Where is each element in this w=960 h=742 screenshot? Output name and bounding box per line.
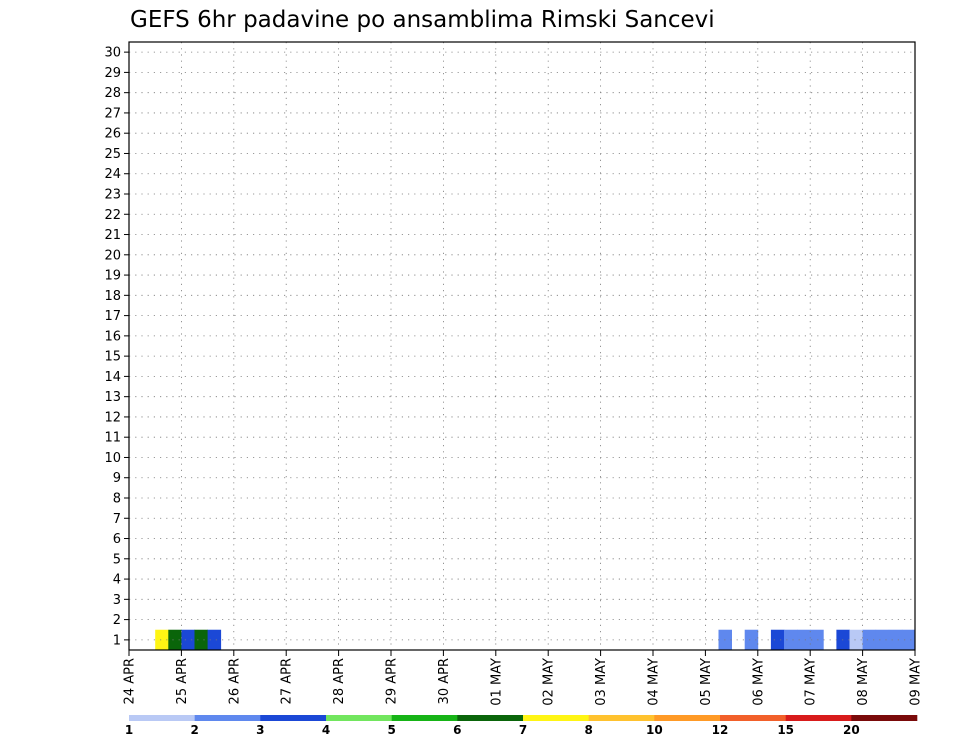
grid-lines	[129, 42, 915, 650]
y-tick-label: 16	[104, 329, 121, 344]
colorbar-label: 20	[843, 723, 860, 737]
colorbar-swatch	[194, 715, 261, 721]
y-tick-label: 11	[104, 431, 121, 446]
colorbar-swatch	[326, 715, 392, 721]
y-tick-label: 20	[104, 248, 121, 263]
y-tick-label: 4	[113, 573, 121, 588]
colorbar: 1 2 3 4 5 6 7 8 10 12 15 20	[125, 715, 918, 737]
colorbar-label: 15	[777, 723, 794, 737]
x-tick-label: 25 APR	[175, 658, 190, 704]
colorbar-label: 10	[646, 723, 663, 737]
y-tick-label: 15	[104, 350, 121, 365]
y-tick-label: 21	[104, 228, 121, 243]
colorbar-label: 4	[322, 723, 330, 737]
y-tick-label: 28	[104, 86, 121, 101]
data-cell	[194, 629, 208, 651]
y-tick-label: 22	[104, 208, 121, 223]
data-cell	[155, 629, 169, 651]
y-tick-label: 13	[104, 390, 121, 405]
y-tick-label: 2	[113, 613, 121, 628]
colorbar-label: 7	[519, 723, 527, 737]
colorbar-swatch	[588, 715, 655, 721]
colorbar-label: 6	[453, 723, 461, 737]
x-tick-label: 28 APR	[332, 658, 347, 704]
y-tick-label: 25	[104, 147, 121, 162]
plot-frame	[128, 41, 916, 651]
colorbar-swatch	[851, 715, 918, 721]
y-tick-label: 7	[113, 512, 121, 527]
data-cell	[770, 629, 785, 651]
colorbar-label: 5	[387, 723, 395, 737]
x-tick-label: 26 APR	[227, 658, 242, 704]
x-tick-label: 08 MAY	[856, 658, 871, 706]
y-tick-label: 8	[113, 492, 121, 507]
colorbar-label: 2	[190, 723, 198, 737]
y-tick-label: 5	[113, 552, 121, 567]
data-cell	[168, 629, 182, 651]
y-tick-label: 18	[104, 289, 121, 304]
y-tick-label: 23	[104, 188, 121, 203]
data-cell	[875, 629, 890, 651]
x-tick-label: 04 MAY	[647, 658, 662, 706]
x-tick-label: 02 MAY	[542, 658, 557, 706]
y-tick-label: 1	[113, 633, 121, 648]
x-axis: 24 APR 25 APR 26 APR 27 APR 28 APR 29 APR 30 A…	[123, 650, 924, 706]
colorbar-swatch	[129, 715, 195, 721]
y-tick-label: 17	[104, 309, 121, 324]
x-tick-label: 09 MAY	[909, 658, 924, 706]
data-cell	[784, 629, 798, 651]
y-tick-label: 9	[113, 471, 121, 486]
colorbar-label: 3	[256, 723, 264, 737]
y-tick-label: 24	[104, 167, 121, 182]
x-tick-label: 07 MAY	[804, 658, 819, 706]
y-tick-label: 10	[104, 451, 121, 466]
colorbar-label: 8	[584, 723, 592, 737]
y-tick-label: 14	[104, 370, 121, 385]
x-tick-label: 30 APR	[437, 658, 452, 704]
data-cell	[207, 629, 222, 651]
data-cell	[901, 629, 916, 651]
x-tick-label: 06 MAY	[751, 658, 766, 706]
y-tick-label: 19	[104, 269, 121, 284]
x-tick-label: 05 MAY	[699, 658, 714, 706]
y-tick-label: 12	[104, 410, 121, 425]
colorbar-swatch	[260, 715, 327, 721]
x-tick-label: 03 MAY	[594, 658, 609, 706]
x-tick-label: 29 APR	[385, 658, 400, 704]
y-tick-label: 6	[113, 532, 121, 547]
x-tick-label: 24 APR	[123, 658, 138, 704]
colorbar-swatch	[785, 715, 852, 721]
data-cell	[810, 629, 824, 651]
data-cell	[181, 629, 195, 651]
y-tick-label: 30	[104, 46, 121, 61]
data-cell	[862, 629, 877, 651]
y-tick-label: 27	[104, 106, 121, 121]
colorbar-swatch	[720, 715, 786, 721]
data-cell	[797, 629, 811, 651]
chart-title: GEFS 6hr padavine po ansamblima Rimski S…	[130, 7, 715, 33]
y-tick-label: 26	[104, 127, 121, 142]
data-cell	[888, 629, 903, 651]
data-cell	[744, 629, 759, 651]
x-tick-label: 27 APR	[280, 658, 295, 704]
colorbar-swatch	[457, 715, 524, 721]
y-axis: 1234567891011121314151617181920212223242…	[104, 46, 129, 648]
colorbar-swatch	[391, 715, 458, 721]
colorbar-swatch	[523, 715, 589, 721]
data-cell	[849, 629, 863, 651]
colorbar-label: 1	[125, 723, 133, 737]
colorbar-label: 12	[712, 723, 729, 737]
data-cells	[155, 629, 916, 651]
colorbar-swatch	[654, 715, 721, 721]
y-tick-label: 29	[104, 66, 121, 81]
y-tick-label: 3	[113, 593, 121, 608]
x-tick-label: 01 MAY	[489, 658, 504, 706]
